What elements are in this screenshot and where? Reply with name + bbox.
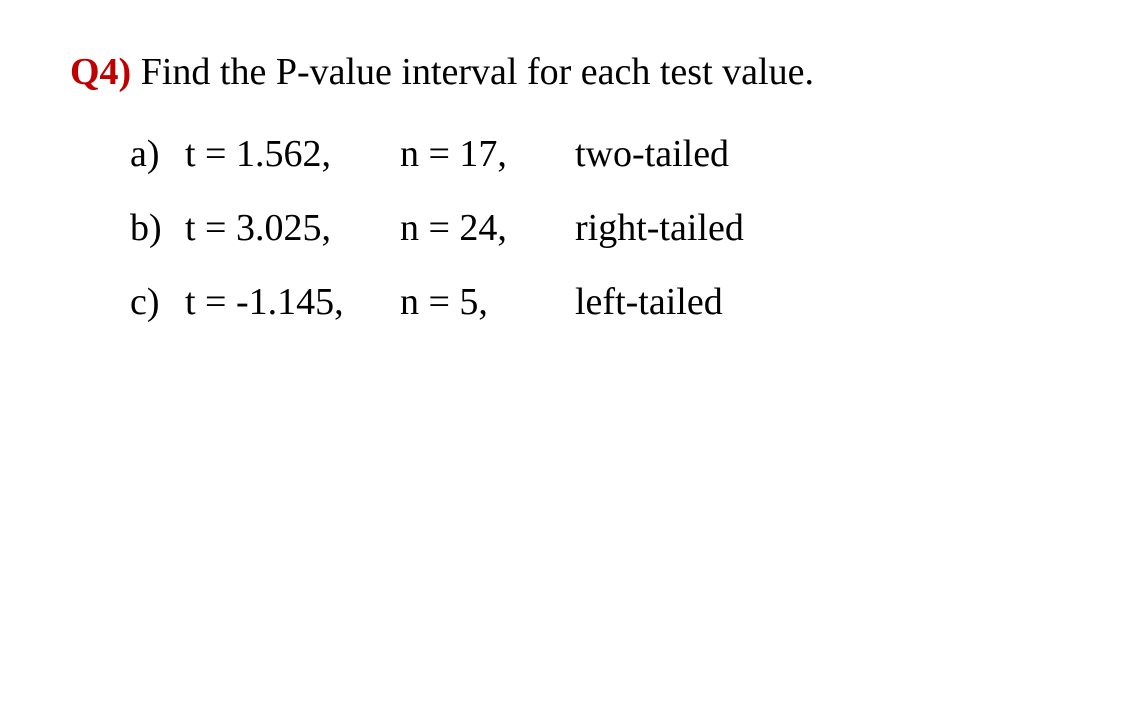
question-label: Q4): [70, 51, 131, 93]
item-n-value: n = 17,: [400, 132, 575, 176]
item-t-value: t = 1.562,: [185, 132, 400, 176]
item-label: a): [130, 132, 185, 176]
sub-items-list: a) t = 1.562, n = 17, two-tailed b) t = …: [70, 132, 1055, 324]
item-tail-type: right-tailed: [575, 206, 744, 250]
list-item: b) t = 3.025, n = 24, right-tailed: [130, 206, 1055, 250]
item-t-value: t = -1.145,: [185, 280, 400, 324]
item-tail-type: two-tailed: [575, 132, 729, 176]
item-t-value: t = 3.025,: [185, 206, 400, 250]
item-n-value: n = 24,: [400, 206, 575, 250]
item-label: b): [130, 206, 185, 250]
question-prompt: Find the P-value interval for each test …: [141, 51, 814, 93]
item-n-value: n = 5,: [400, 280, 575, 324]
list-item: a) t = 1.562, n = 17, two-tailed: [130, 132, 1055, 176]
question-line: Q4) Find the P-value interval for each t…: [70, 50, 1055, 94]
item-tail-type: left-tailed: [575, 280, 723, 324]
item-label: c): [130, 280, 185, 324]
list-item: c) t = -1.145, n = 5, left-tailed: [130, 280, 1055, 324]
